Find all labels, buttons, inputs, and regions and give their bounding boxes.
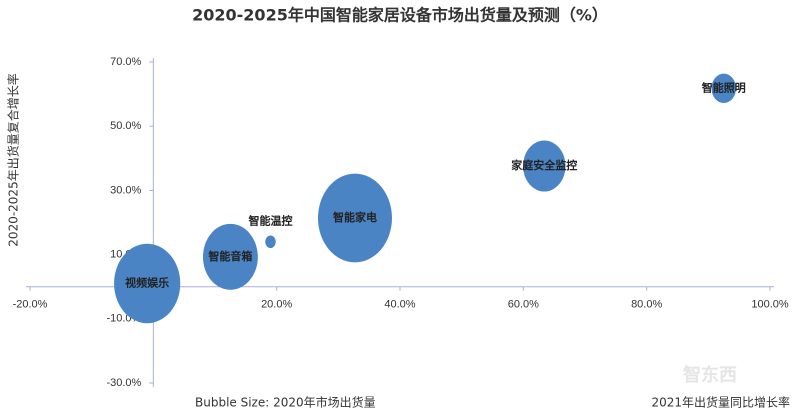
x-tick-label: 40.0% (384, 299, 415, 311)
size-note: Bubble Size: 2020年市场出货量 (195, 395, 376, 410)
bubble (711, 73, 737, 104)
chart-title: 2020-2025年中国智能家居设备市场出货量及预测（%） (192, 6, 608, 25)
y-tick-label: -30.0% (106, 377, 141, 389)
bubble-label: 家庭安全监控 (511, 158, 577, 172)
bubble (317, 173, 392, 263)
x-tick-label: 20.0% (261, 299, 292, 311)
x-tick-label: -20.0% (13, 299, 48, 311)
bubble-label: 智能音箱 (208, 249, 252, 263)
watermark: 智东西 (683, 364, 737, 386)
bubble-label: 智能照明 (702, 80, 746, 94)
y-tick-label: 70.0% (110, 56, 141, 68)
bubble (202, 223, 258, 290)
bubble-label: 智能家电 (333, 210, 377, 224)
y-axis-label: 2020-2025年出货量复合增长率 (6, 73, 21, 246)
bubble (265, 235, 276, 249)
x-tick-label: 80.0% (631, 299, 662, 311)
bubble (114, 243, 181, 324)
bubble-label: 视频娱乐 (125, 275, 169, 289)
y-tick-label: 50.0% (110, 120, 141, 132)
x-tick-label: 100.0% (751, 299, 789, 311)
x-tick-label: 60.0% (508, 299, 539, 311)
x-axis-label: 2021年出货量同比增长率 (651, 395, 790, 410)
bubble (523, 140, 566, 192)
y-tick-label: 30.0% (110, 184, 141, 196)
bubble-label: 智能温控 (249, 213, 293, 227)
